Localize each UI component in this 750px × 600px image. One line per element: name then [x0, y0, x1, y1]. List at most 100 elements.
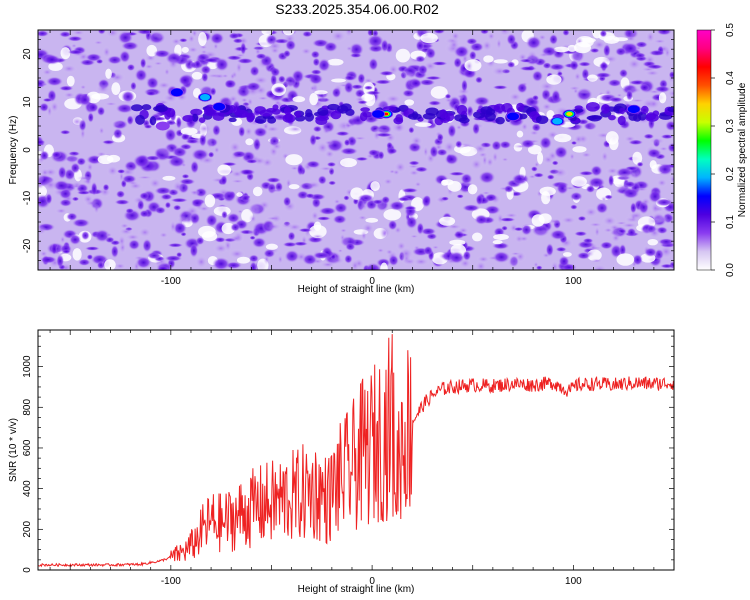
spectrogram-blob	[366, 34, 384, 48]
spectrogram-blob	[143, 124, 153, 129]
spectrogram-blob	[340, 157, 357, 168]
spectrogram-blob	[545, 243, 554, 257]
spectrogram-blob	[184, 205, 200, 218]
colorbar-tick-label: 0.1	[725, 215, 736, 229]
spectrogram-blob	[572, 146, 587, 153]
spectrogram-blob	[646, 148, 662, 159]
spectrogram-blob	[551, 166, 569, 179]
spectrogram-blob	[370, 181, 380, 192]
spectrogram-blob	[251, 156, 268, 166]
y-tick-label: 10	[22, 96, 33, 108]
spectrogram-blob	[245, 138, 254, 146]
spectrogram-blob	[345, 242, 356, 251]
spectrogram-blob	[280, 221, 294, 229]
spectrogram-blob	[436, 148, 448, 157]
spectrogram-blob	[647, 238, 658, 246]
spectrogram-blob	[217, 164, 232, 176]
spectrogram-blob	[171, 146, 188, 158]
spectrogram-blob	[221, 73, 230, 79]
hotspot-contour	[372, 110, 385, 118]
spectrogram-blob	[503, 212, 519, 219]
band-blob	[516, 102, 525, 112]
spectrogram-blob	[540, 102, 553, 112]
spectrogram-blob	[350, 84, 364, 90]
spectrogram-blob	[598, 62, 609, 70]
spectrogram-blob	[627, 210, 645, 221]
spectrogram-blob	[153, 31, 164, 40]
spectrogram-blob	[667, 142, 674, 153]
spectrogram-blob	[270, 141, 283, 151]
spectrogram-blob	[474, 214, 488, 225]
y-tick-label: 800	[22, 399, 33, 416]
spectrogram-blob	[277, 254, 284, 265]
spectrogram-blob	[343, 138, 351, 147]
spectrogram-blob	[214, 57, 230, 72]
band-blob	[294, 110, 302, 118]
spectrogram-blob	[198, 133, 207, 147]
spectrogram-blob	[665, 120, 674, 132]
spectrogram-blob	[456, 194, 464, 199]
spectrogram-blob	[610, 233, 622, 243]
spectrogram-blob	[449, 239, 466, 246]
spectrogram-blob	[433, 30, 446, 35]
spectrogram-blob	[556, 71, 563, 76]
spectrogram-blob	[548, 63, 566, 71]
spectrogram-blob	[570, 204, 578, 210]
spectrogram-blob	[95, 151, 108, 157]
spectrogram-blob	[360, 229, 368, 242]
spectrogram-blob	[118, 227, 134, 236]
spectrogram-blob	[70, 184, 82, 189]
spectrogram-blob	[473, 96, 491, 106]
spectrogram-blob	[576, 251, 591, 260]
chart-title: S233.2025.354.06.00.R02	[275, 1, 439, 17]
spectrogram-blob	[317, 166, 335, 172]
spectrogram-blob	[232, 38, 244, 44]
spectrogram-blob	[114, 199, 130, 205]
spectrogram-blob	[255, 53, 267, 60]
spectrogram-x-axis-title: Height of straight line (km)	[298, 284, 415, 295]
spectrogram-blob	[345, 45, 354, 52]
x-tick-label: 100	[565, 576, 582, 587]
spectrogram-blob	[135, 175, 154, 180]
spectrogram-blob	[668, 71, 674, 79]
colorbar-tick-label: 0.2	[725, 167, 736, 181]
spectrogram-blob	[331, 87, 342, 99]
spectrogram-blob	[444, 153, 459, 165]
band-blob	[573, 108, 584, 113]
spectrogram-blob	[162, 175, 176, 181]
spectrogram-blob	[569, 191, 583, 201]
spectrogram-blob	[474, 260, 487, 270]
spectrogram-blob	[534, 229, 549, 236]
spectrogram-blob	[38, 175, 45, 183]
spectrogram-blob	[389, 200, 406, 211]
spectrogram-blob	[404, 99, 415, 106]
spectrogram-blob	[230, 222, 241, 232]
spectrogram-blob	[363, 85, 374, 91]
spectrogram-blob	[98, 126, 105, 136]
band-blob	[585, 102, 600, 112]
spectrogram-blob	[46, 104, 53, 118]
spectrogram-blob	[344, 121, 353, 130]
spectrogram-blob	[229, 72, 236, 81]
spectrogram-blob	[213, 145, 221, 155]
spectrogram-blob	[152, 116, 167, 121]
spectrogram-blob	[66, 212, 78, 221]
spectrogram-blob	[81, 230, 90, 241]
spectrogram-blob	[104, 259, 116, 270]
spectrogram-blob	[587, 74, 598, 82]
spectrogram-blob	[643, 133, 655, 140]
spectrogram-blob	[501, 225, 508, 231]
spectrogram-blob	[277, 75, 286, 84]
spectrogram-blob	[375, 132, 393, 138]
spectrogram-blob	[130, 81, 137, 91]
spectrogram-blob	[220, 174, 228, 186]
spectrogram-blob	[355, 156, 369, 161]
spectrogram-blob	[323, 139, 335, 146]
band-blob	[619, 107, 626, 115]
spectrogram-blob	[178, 74, 192, 86]
spectrogram-blob	[660, 263, 674, 269]
spectrogram-blob	[209, 87, 217, 96]
spectrogram-blob	[615, 183, 631, 192]
band-blob	[485, 112, 496, 122]
